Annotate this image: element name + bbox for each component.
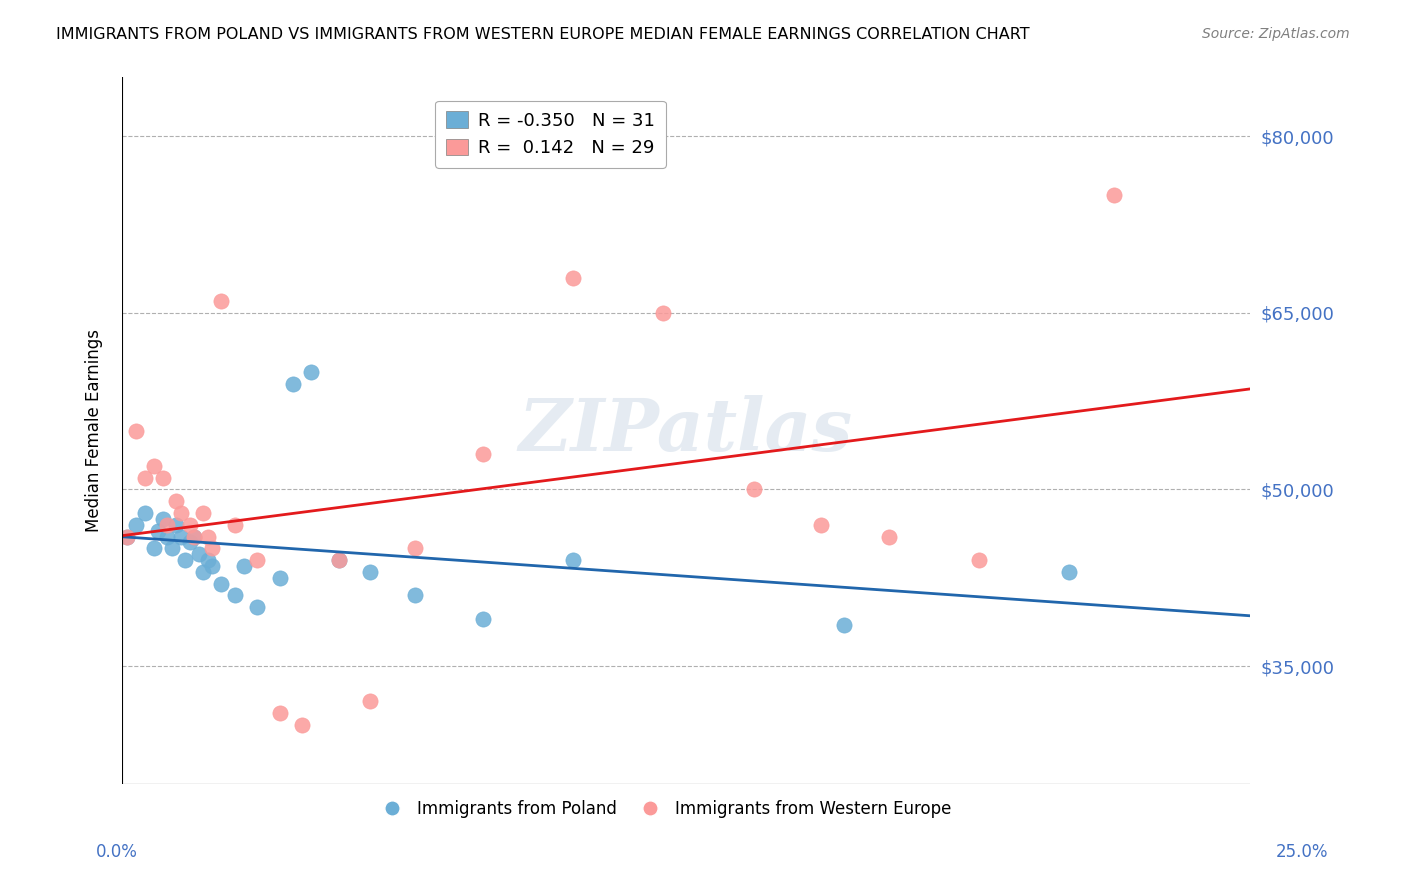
Point [134, 471, 156, 485]
Point [246, 600, 269, 615]
Text: Source: ZipAtlas.com: Source: ZipAtlas.com [1202, 27, 1350, 41]
Point [877, 529, 900, 543]
Point [562, 270, 585, 285]
Point [283, 376, 305, 391]
Point [562, 553, 585, 567]
Point [115, 529, 138, 543]
Point [742, 483, 765, 497]
Point [328, 553, 350, 567]
Point [359, 565, 381, 579]
Point [124, 424, 146, 438]
Point [179, 535, 201, 549]
Point [810, 517, 832, 532]
Point [183, 529, 205, 543]
Point [269, 571, 291, 585]
Point [832, 617, 855, 632]
Point [142, 541, 165, 556]
Point [404, 541, 426, 556]
Point [152, 471, 174, 485]
Point [174, 553, 197, 567]
Text: 25.0%: 25.0% [1277, 843, 1329, 861]
Point [301, 365, 323, 379]
Point [179, 517, 201, 532]
Text: 0.0%: 0.0% [96, 843, 138, 861]
Point [652, 306, 675, 320]
Point [165, 517, 187, 532]
Legend: Immigrants from Poland, Immigrants from Western Europe: Immigrants from Poland, Immigrants from … [368, 794, 957, 825]
Point [967, 553, 990, 567]
Point [134, 506, 156, 520]
Point [269, 706, 291, 720]
Point [124, 517, 146, 532]
Point [1104, 188, 1126, 202]
Text: IMMIGRANTS FROM POLAND VS IMMIGRANTS FROM WESTERN EUROPE MEDIAN FEMALE EARNINGS : IMMIGRANTS FROM POLAND VS IMMIGRANTS FRO… [56, 27, 1029, 42]
Point [209, 576, 232, 591]
Point [165, 494, 187, 508]
Point [359, 694, 381, 708]
Point [404, 588, 426, 602]
Point [170, 529, 193, 543]
Point [328, 553, 350, 567]
Point [152, 512, 174, 526]
Point [115, 529, 138, 543]
Point [224, 517, 246, 532]
Point [291, 718, 314, 732]
Point [160, 541, 183, 556]
Point [170, 506, 193, 520]
Text: ZIPatlas: ZIPatlas [519, 395, 853, 467]
Point [209, 294, 232, 309]
Point [246, 553, 269, 567]
Point [187, 547, 209, 561]
Point [193, 565, 215, 579]
Point [471, 447, 494, 461]
Point [224, 588, 246, 602]
Point [197, 553, 219, 567]
Point [201, 558, 224, 573]
Point [197, 529, 219, 543]
Point [1057, 565, 1080, 579]
Point [232, 558, 254, 573]
Y-axis label: Median Female Earnings: Median Female Earnings [86, 329, 103, 533]
Point [156, 529, 179, 543]
Point [156, 517, 179, 532]
Point [183, 529, 205, 543]
Point [193, 506, 215, 520]
Point [146, 524, 169, 538]
Point [142, 458, 165, 473]
Point [471, 612, 494, 626]
Point [201, 541, 224, 556]
